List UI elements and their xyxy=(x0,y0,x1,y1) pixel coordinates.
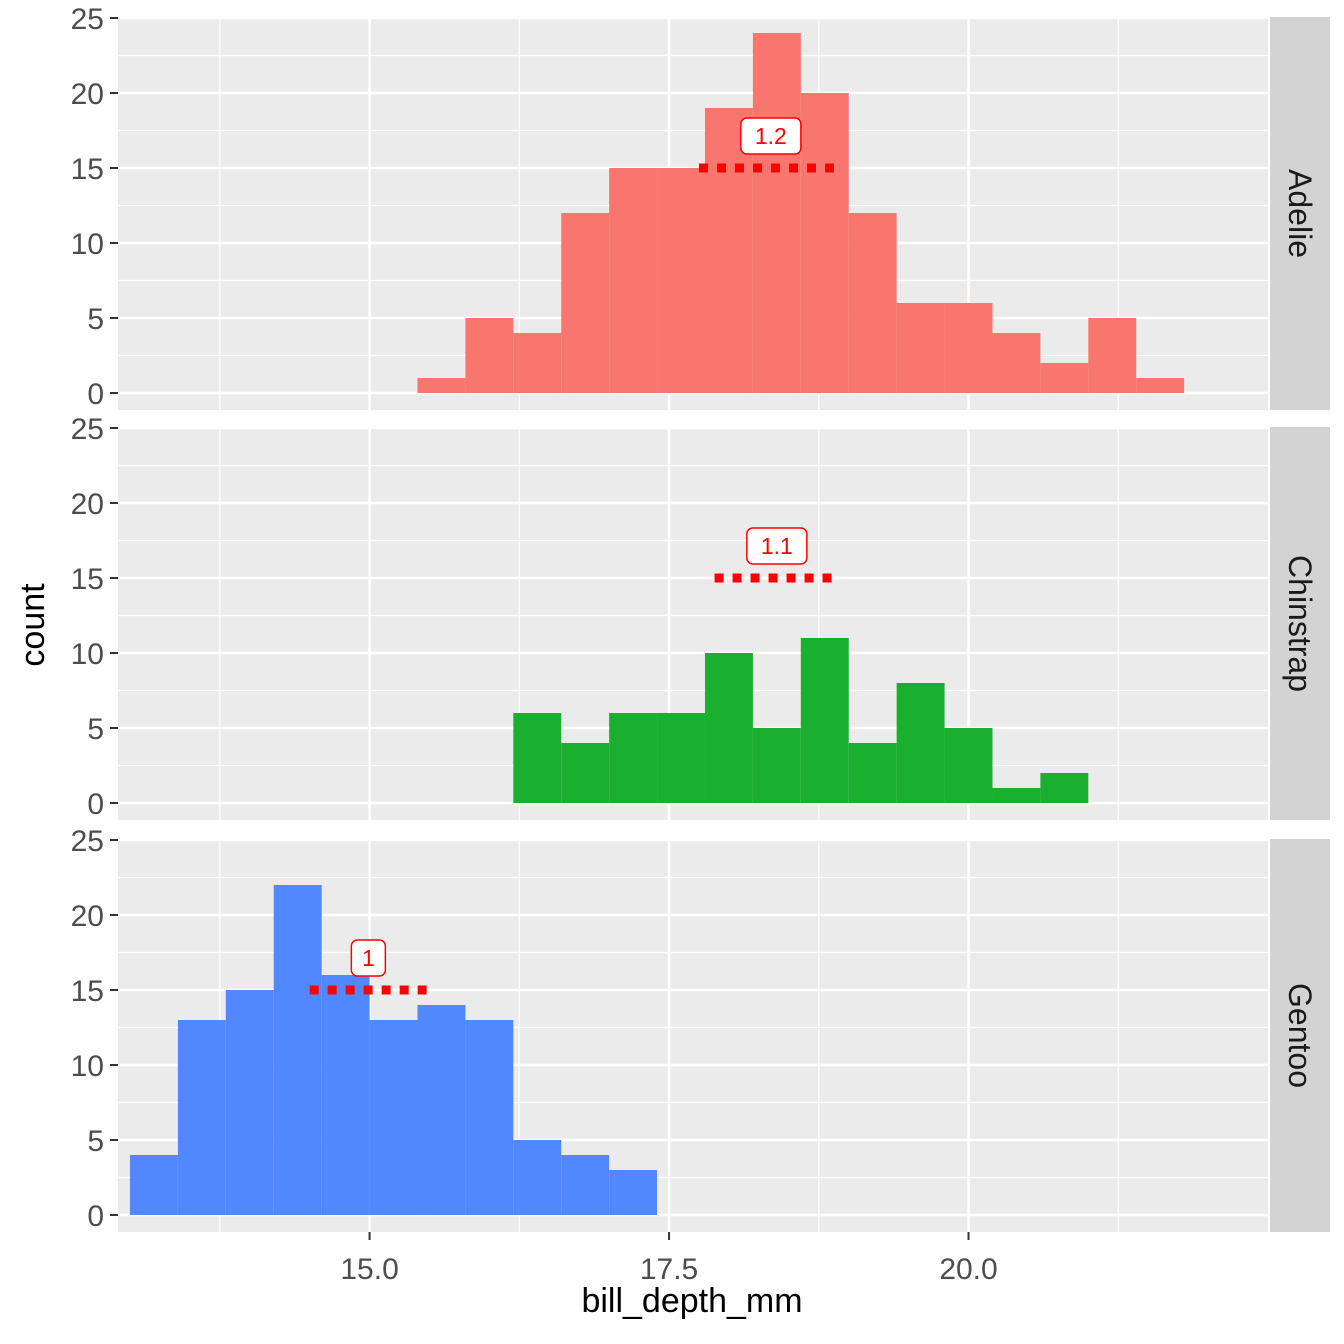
histogram-bar xyxy=(609,713,658,803)
histogram-bar xyxy=(129,1155,178,1215)
histogram-bar xyxy=(848,743,897,803)
histogram-bar xyxy=(1040,773,1089,803)
histogram-bar xyxy=(992,788,1041,803)
histogram-bar xyxy=(944,728,993,803)
histogram-bar xyxy=(321,975,370,1215)
y-tick-label: 20 xyxy=(71,78,104,111)
histogram-bar xyxy=(513,333,562,393)
histogram-bar xyxy=(992,333,1041,393)
histogram-bar xyxy=(273,885,322,1215)
y-tick-label: 15 xyxy=(71,563,104,596)
y-tick-label: 10 xyxy=(71,1050,104,1083)
y-tick-label: 0 xyxy=(87,788,104,821)
facet-strip xyxy=(1270,839,1330,1232)
histogram-bar xyxy=(657,168,705,393)
histogram-bar xyxy=(177,1020,226,1215)
bars xyxy=(129,885,658,1215)
histogram-bar xyxy=(848,213,897,393)
y-tick-label: 25 xyxy=(71,3,104,36)
y-tick-label: 5 xyxy=(87,1125,104,1158)
sd-label-box xyxy=(746,527,808,565)
y-tick-label: 10 xyxy=(71,228,104,261)
facet-strip xyxy=(1270,17,1330,410)
x-tick-label: 15.0 xyxy=(340,1253,398,1286)
histogram-bar xyxy=(752,33,801,393)
histogram-bar xyxy=(609,1170,658,1215)
panels: 1.2Adelie05101520251.1Chinstrap051015202… xyxy=(71,3,1330,1233)
histogram-bar xyxy=(657,713,705,803)
histogram-bar xyxy=(704,108,753,393)
y-tick-label: 25 xyxy=(71,825,104,858)
panel-adelie: 1.2 Adelie 0 5 10 15 20 25 xyxy=(71,3,1330,411)
histogram-bar xyxy=(561,743,610,803)
histogram-bar xyxy=(417,378,466,393)
histogram-bar xyxy=(800,93,849,393)
histogram-bar xyxy=(561,213,610,393)
histogram-bar xyxy=(800,638,849,803)
histogram-bar xyxy=(465,318,514,393)
y-tick-label: 20 xyxy=(71,900,104,933)
y-tick-label: 20 xyxy=(71,488,104,521)
bars xyxy=(513,638,1089,803)
sd-label: 1.2 xyxy=(755,123,787,149)
sd-label-box xyxy=(740,117,802,155)
facet-strip xyxy=(1270,427,1330,820)
histogram-bar xyxy=(896,683,945,803)
x-tick-label: 17.5 xyxy=(640,1253,698,1286)
facet-strip-label: Chinstrap xyxy=(1282,555,1318,692)
histogram-bar xyxy=(417,1005,466,1215)
x-axis-title: bill_depth_mm xyxy=(581,1282,802,1320)
sd-label: 1.1 xyxy=(761,533,793,559)
histogram-bar xyxy=(704,653,753,803)
sd-label-box xyxy=(350,939,387,977)
y-tick-label: 5 xyxy=(87,713,104,746)
histogram-bar xyxy=(896,303,945,393)
histogram-bar xyxy=(1136,378,1185,393)
histogram-bar xyxy=(1040,363,1089,393)
histogram-bar xyxy=(944,303,993,393)
panel-gentoo: 1 Gentoo 0 5 10 15 20 25 xyxy=(71,825,1330,1233)
y-tick-label: 0 xyxy=(87,378,104,411)
histogram-bar xyxy=(225,990,274,1215)
bars xyxy=(417,33,1185,393)
histogram-bar xyxy=(369,1020,418,1215)
histogram-bar xyxy=(1088,318,1137,393)
x-tick-label: 20.0 xyxy=(939,1253,997,1286)
histogram-bar xyxy=(513,713,562,803)
y-tick-label: 5 xyxy=(87,303,104,336)
histogram-bar xyxy=(609,168,658,393)
facet-strip-label: Gentoo xyxy=(1282,983,1318,1088)
panel-chinstrap: 1.1 Chinstrap 0 5 10 15 20 25 xyxy=(71,413,1330,821)
histogram-bar xyxy=(561,1155,610,1215)
y-tick-label: 10 xyxy=(71,638,104,671)
y-tick-label: 15 xyxy=(71,153,104,186)
y-tick-label: 0 xyxy=(87,1200,104,1233)
histogram-bar xyxy=(752,728,801,803)
histogram-bar xyxy=(465,1020,514,1215)
x-axis: 15.0 17.5 20.0 xyxy=(340,1232,998,1286)
y-axis-title: count xyxy=(14,583,52,667)
y-tick-label: 25 xyxy=(71,413,104,446)
facet-strip-label: Adelie xyxy=(1282,169,1318,258)
histogram-bar xyxy=(513,1140,562,1215)
y-tick-label: 15 xyxy=(71,975,104,1008)
sd-label: 1 xyxy=(362,945,375,971)
